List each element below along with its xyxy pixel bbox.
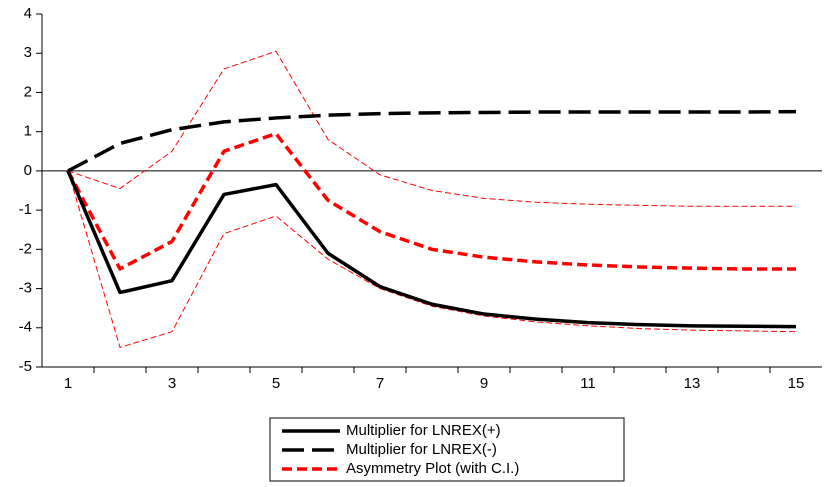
- y-tick-label: 2: [24, 83, 32, 100]
- x-tick-label: 9: [480, 375, 488, 392]
- y-tick-label: 3: [24, 44, 32, 61]
- y-tick-label: -5: [19, 358, 32, 375]
- y-tick-label: -3: [19, 280, 32, 297]
- series-line: [67, 50, 796, 207]
- x-tick-label: 11: [580, 375, 596, 392]
- y-tick-label: 1: [24, 123, 32, 140]
- y-tick-label: -1: [19, 201, 32, 218]
- x-tick-label: 13: [684, 375, 701, 392]
- x-tick-label: 15: [788, 375, 805, 392]
- series-line: [66, 131, 796, 271]
- x-tick-label: 3: [168, 375, 176, 392]
- series-line: [67, 109, 797, 173]
- series-line: [67, 170, 797, 348]
- y-tick-label: 4: [24, 5, 32, 22]
- y-tick-label: -4: [19, 319, 32, 336]
- legend-label: Asymmetry Plot (with C.I.): [346, 460, 519, 477]
- y-tick-label: 0: [24, 162, 32, 179]
- legend-label: Multiplier for LNREX(-): [346, 441, 497, 458]
- x-tick-label: 1: [64, 375, 72, 392]
- x-tick-label: 5: [272, 375, 280, 392]
- y-tick-label: -2: [19, 240, 32, 257]
- x-tick-label: 7: [376, 375, 384, 392]
- series-line: [66, 170, 797, 329]
- legend-label: Multiplier for LNREX(+): [346, 422, 501, 439]
